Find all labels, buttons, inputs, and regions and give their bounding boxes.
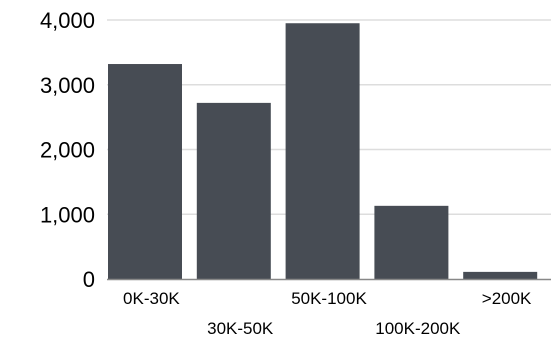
x-axis-ticks: 0K-30K 30K-50K 50K-100K 100K-200K >200K: [123, 289, 532, 338]
x-tick-label: 50K-100K: [291, 289, 367, 308]
bar-4: [374, 205, 449, 279]
bar-5: [463, 271, 538, 279]
y-tick-label: 3,000: [40, 73, 95, 98]
x-tick-label: 0K-30K: [123, 289, 180, 308]
bar-2: [196, 102, 271, 279]
bar-1: [108, 64, 182, 279]
x-tick-label: 30K-50K: [207, 319, 274, 338]
x-tick-label: >200K: [482, 289, 532, 308]
y-tick-label: 2,000: [40, 138, 95, 163]
y-tick-label: 0: [83, 267, 95, 292]
bars: [108, 23, 538, 279]
x-tick-label: 100K-200K: [375, 319, 461, 338]
bar-3: [285, 23, 360, 279]
y-axis-ticks: 0 1,000 2,000 3,000 4,000: [40, 8, 95, 292]
y-tick-label: 4,000: [40, 8, 95, 33]
y-tick-label: 1,000: [40, 202, 95, 227]
